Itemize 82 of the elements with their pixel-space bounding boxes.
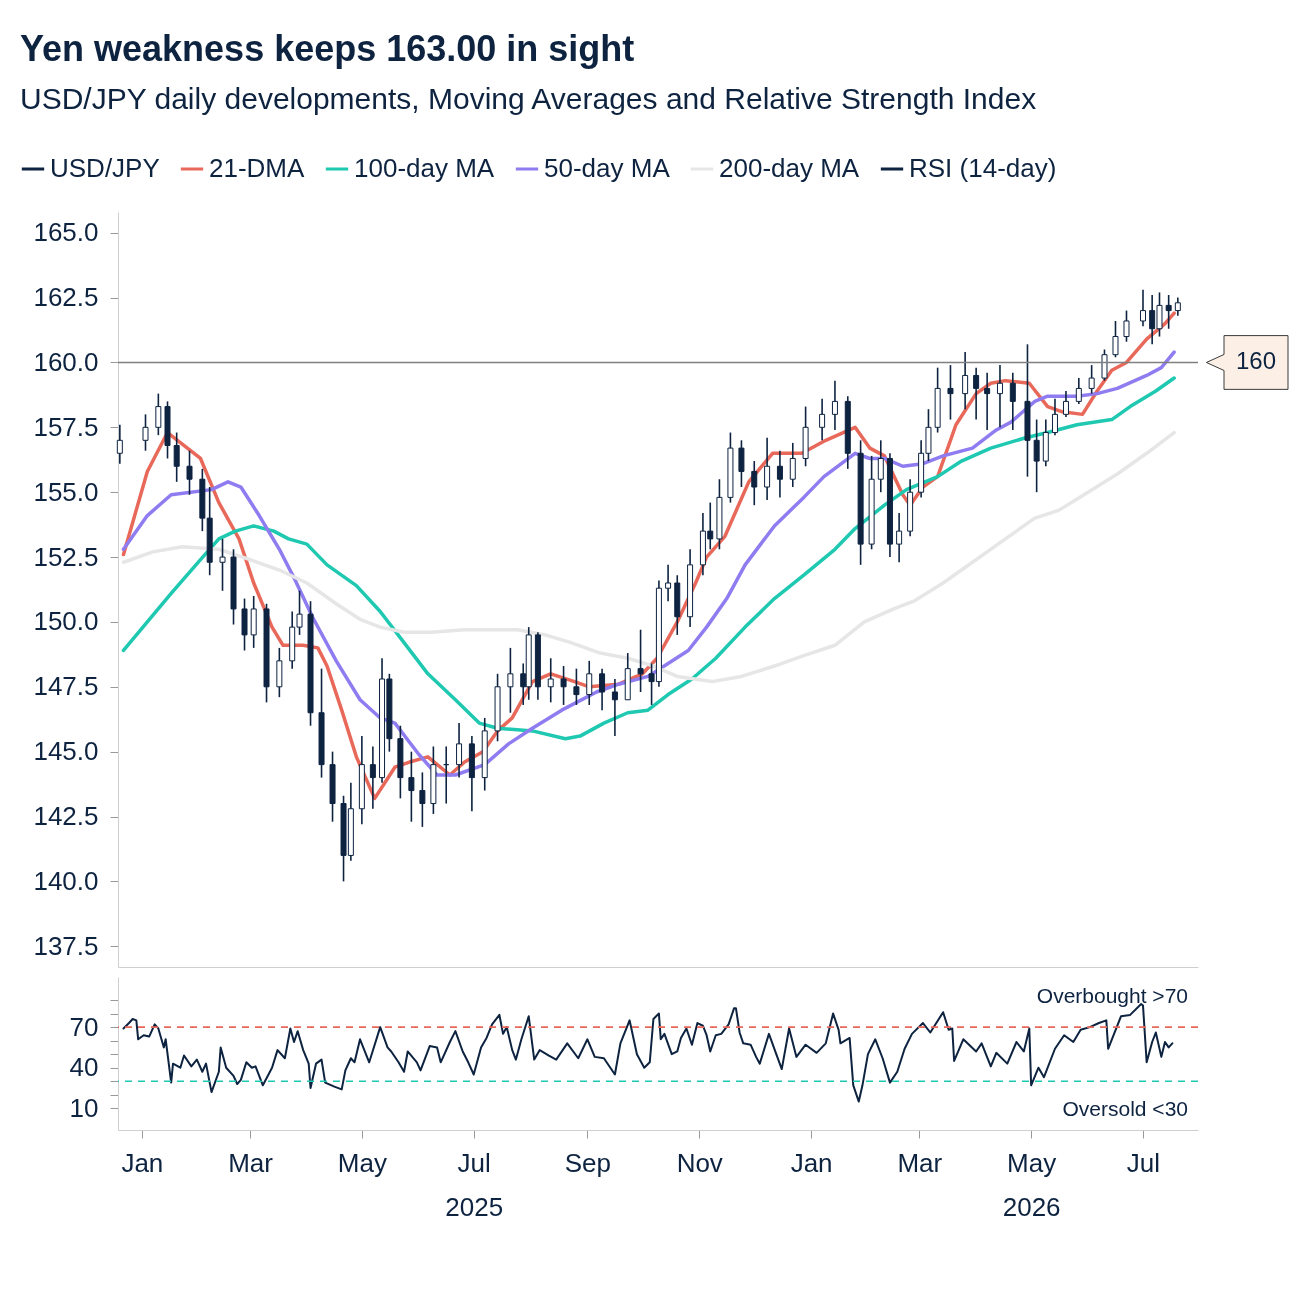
x-tick-label: Jul 2025 xyxy=(445,1147,504,1222)
candlestick xyxy=(1123,309,1130,343)
candlestick xyxy=(738,439,745,488)
legend-label: USD/JPY xyxy=(50,153,160,183)
candlestick xyxy=(186,449,193,496)
x-tick-label: Jan xyxy=(790,1147,833,1178)
x-tick-label: Mar xyxy=(897,1147,943,1178)
x-tick-label: Mar xyxy=(228,1147,274,1178)
candlestick xyxy=(637,628,644,693)
candlestick xyxy=(419,771,426,828)
candlestick xyxy=(586,660,593,706)
candlestick xyxy=(764,436,771,501)
candlestick xyxy=(751,460,758,506)
chart-title: Yen weakness keeps 163.00 in sight xyxy=(20,28,635,69)
x-tick-label: Sep xyxy=(564,1147,612,1178)
candlestick xyxy=(155,392,162,436)
candlestick xyxy=(173,431,180,483)
legend-label: 200-day MA xyxy=(719,153,860,183)
candlestick xyxy=(599,667,606,711)
x-tick-label: Jul xyxy=(1126,1147,1161,1178)
ref-line-label: Oversold <30 xyxy=(1062,1097,1188,1121)
ref-line-label: Overbought >70 xyxy=(1036,984,1188,1008)
y-tick-label: 150.0 xyxy=(33,606,99,637)
candlestick xyxy=(1033,418,1040,494)
chart-subtitle: USD/JPY daily developments, Moving Averages and Relative Strength Index xyxy=(20,82,1037,115)
legend-label: 21-DMA xyxy=(209,153,306,183)
y-tick-label: 137.5 xyxy=(33,930,99,961)
y-tick-label: 147.5 xyxy=(33,671,99,702)
candlestick xyxy=(507,647,514,714)
x-tick-label: May xyxy=(337,1147,387,1178)
candlestick xyxy=(1165,294,1172,330)
candlestick xyxy=(408,750,415,823)
ref-line-label: 160 xyxy=(1235,347,1277,375)
candlestick xyxy=(456,722,463,779)
candlestick xyxy=(973,366,980,421)
candlestick xyxy=(142,413,149,452)
candlestick xyxy=(877,439,884,494)
candlestick xyxy=(611,678,618,737)
candlestick xyxy=(996,364,1003,429)
candlestick xyxy=(369,745,376,810)
x-tick-label: Nov xyxy=(676,1147,723,1178)
y-tick-label: 70 xyxy=(69,1011,99,1042)
legend-label: RSI (14-day) xyxy=(909,153,1057,183)
y-tick-label: 40 xyxy=(69,1052,99,1083)
candlestick xyxy=(984,372,991,431)
candlestick xyxy=(896,512,903,564)
y-tick-label: 157.5 xyxy=(33,411,99,442)
candlestick xyxy=(116,423,123,465)
candlestick xyxy=(665,564,672,602)
candlestick xyxy=(962,351,969,410)
y-tick-label: 145.0 xyxy=(33,736,99,767)
y-tick-label: 165.0 xyxy=(33,217,99,248)
candlestick xyxy=(831,379,838,431)
line-series xyxy=(121,430,1176,684)
candlestick xyxy=(819,398,826,442)
y-tick-label: 152.5 xyxy=(33,541,99,572)
candlestick xyxy=(1062,390,1069,418)
candlestick xyxy=(1009,372,1016,431)
y-tick-label: 162.5 xyxy=(33,282,99,313)
candlestick xyxy=(1051,398,1058,436)
candlestick xyxy=(1075,377,1082,405)
y-tick-label: 10 xyxy=(69,1092,99,1123)
y-tick-label: 142.5 xyxy=(33,801,99,832)
legend-label: 100-day MA xyxy=(354,153,495,183)
candlestick xyxy=(776,449,783,499)
y-tick-label: 155.0 xyxy=(33,476,99,507)
candlestick xyxy=(1139,289,1146,327)
candlestick xyxy=(1112,320,1119,359)
x-tick-label: May 2026 xyxy=(1002,1147,1061,1222)
candlestick xyxy=(560,665,567,706)
candlestick xyxy=(547,657,554,704)
x-tick-label: Jan xyxy=(121,1147,164,1178)
y-tick-label: 140.0 xyxy=(33,865,99,896)
candlestick xyxy=(573,667,580,706)
candlestick xyxy=(1101,348,1108,382)
candlestick xyxy=(1088,364,1095,395)
candlestick xyxy=(789,442,796,488)
y-tick-label: 160.0 xyxy=(33,346,99,377)
candlestick xyxy=(1174,296,1181,317)
legend-label: 50-day MA xyxy=(544,153,671,183)
candlestick xyxy=(947,364,954,421)
candlestick xyxy=(219,538,226,592)
